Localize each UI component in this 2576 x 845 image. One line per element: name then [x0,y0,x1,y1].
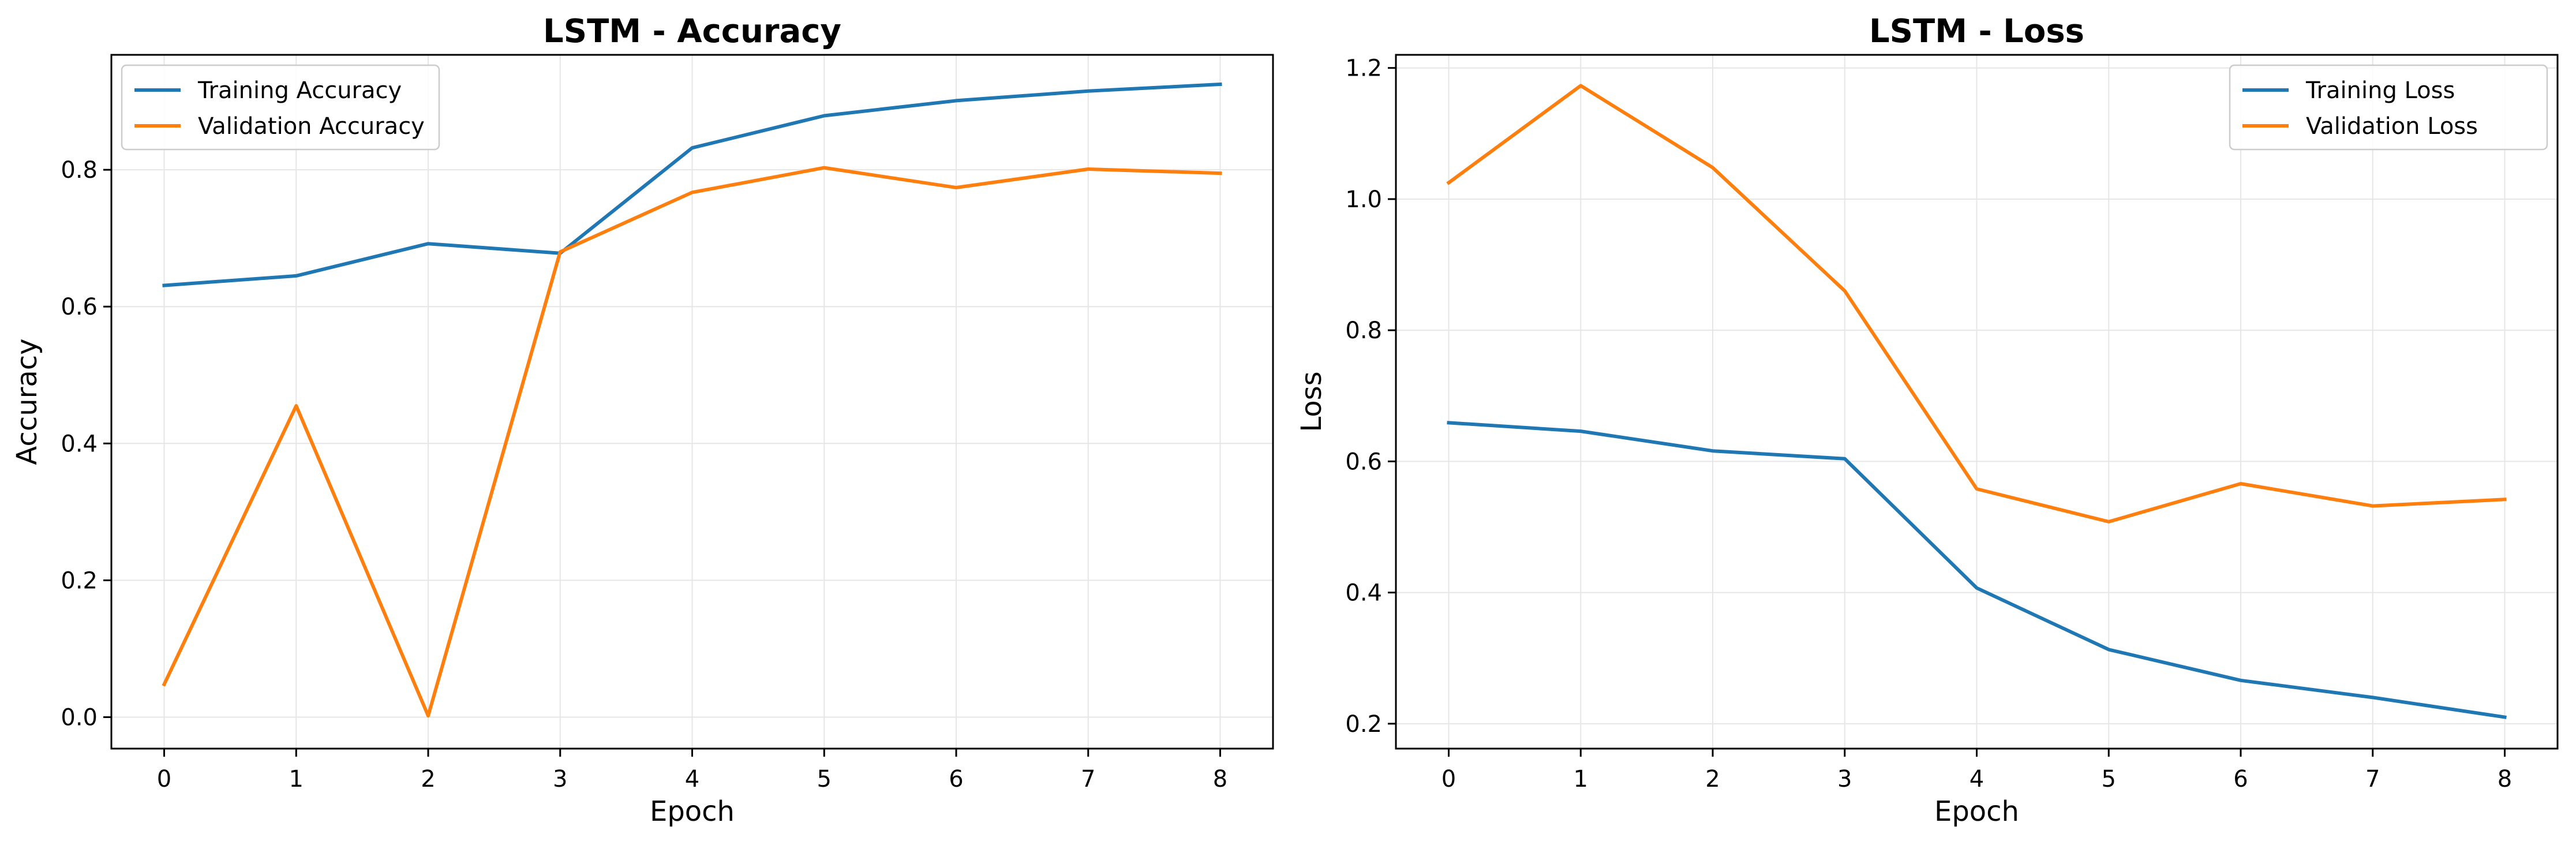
accuracy-y-tick-label: 0.2 [61,567,98,594]
loss-y-tick-label: 1.0 [1345,186,1382,213]
loss-y-tick-label: 0.8 [1345,317,1382,344]
loss-y-tick-label: 0.4 [1345,580,1382,607]
accuracy-x-tick-label: 8 [1213,766,1227,792]
accuracy-legend: Training Accuracy Validation Accuracy [121,64,440,151]
accuracy-x-tick-label: 7 [1081,766,1095,792]
loss-y-tick-label: 1.2 [1345,55,1382,82]
loss-series [1446,84,2507,719]
accuracy-x-tick-label: 5 [817,766,832,792]
loss-x-tick-label: 6 [2233,766,2248,792]
accuracy-y-axis-label: Accuracy [11,338,43,465]
loss-x-tick-label: 5 [2102,766,2116,792]
accuracy-ticks: 0 1 2 3 4 5 6 7 8 0.0 0.2 0.4 0.6 0.8 [61,157,1227,792]
accuracy-chart: 0 1 2 3 4 5 6 7 8 0.0 0.2 0.4 0.6 0.8 LSTM - Accuracy… [11,13,1274,828]
loss-y-tick-label: 0.2 [1345,711,1382,738]
loss-x-axis-label: Epoch [1934,795,2019,828]
accuracy-grid [111,55,1273,749]
accuracy-x-tick-label: 2 [421,766,435,792]
loss-x-tick-label: 7 [2365,766,2380,792]
loss-legend-box [2229,64,2548,151]
loss-x-tick-label: 2 [1705,766,1720,792]
loss-y-axis-label: Loss [1296,371,1328,432]
loss-x-tick-label: 3 [1837,766,1852,792]
loss-ticks: 0 1 2 3 4 5 6 7 8 0.2 0.4 0.6 0.8 1.0 1.2 [1345,55,2512,792]
loss-series-line-0 [1447,421,2507,719]
accuracy-x-tick-label: 6 [949,766,963,792]
loss-chart-title: LSTM - Loss [1869,13,2084,50]
loss-chart: 0 1 2 3 4 5 6 7 80.20.40.60.81.01.2 LSTM - Loss … [1296,13,2559,828]
loss-x-tick-label: 4 [1970,766,1984,792]
accuracy-x-axis-label: Epoch [650,795,735,828]
accuracy-legend-label: Validation Accuracy [198,113,425,140]
accuracy-series [162,82,1222,718]
accuracy-y-tick-label: 0.0 [61,704,98,731]
accuracy-y-tick-label: 0.4 [61,431,98,457]
accuracy-x-tick-label: 3 [553,766,567,792]
accuracy-x-tick-label: 1 [289,766,304,792]
accuracy-series-line-0 [162,82,1222,287]
loss-x-tick-label: 1 [1574,766,1588,792]
accuracy-y-tick-label: 0.6 [61,294,98,320]
loss-legend: Training Loss Validation Loss [2229,64,2548,151]
loss-x-tick-label: 8 [2498,766,2512,792]
accuracy-chart-title: LSTM - Accuracy [543,13,841,50]
accuracy-series-line-1 [162,166,1222,718]
accuracy-legend-label: Training Accuracy [197,77,402,104]
accuracy-x-tick-label: 0 [157,766,171,792]
accuracy-x-tick-label: 4 [685,766,699,792]
loss-legend-label: Training Loss [2305,77,2455,104]
loss-grid [1396,55,2558,749]
accuracy-y-tick-label: 0.8 [61,157,98,184]
loss-series-line-1 [1446,84,2507,524]
accuracy-legend-box [121,64,440,151]
loss-x-tick-label: 0 [1441,766,1456,792]
loss-y-tick-label: 0.6 [1345,448,1382,475]
loss-legend-label: Validation Loss [2306,113,2478,140]
